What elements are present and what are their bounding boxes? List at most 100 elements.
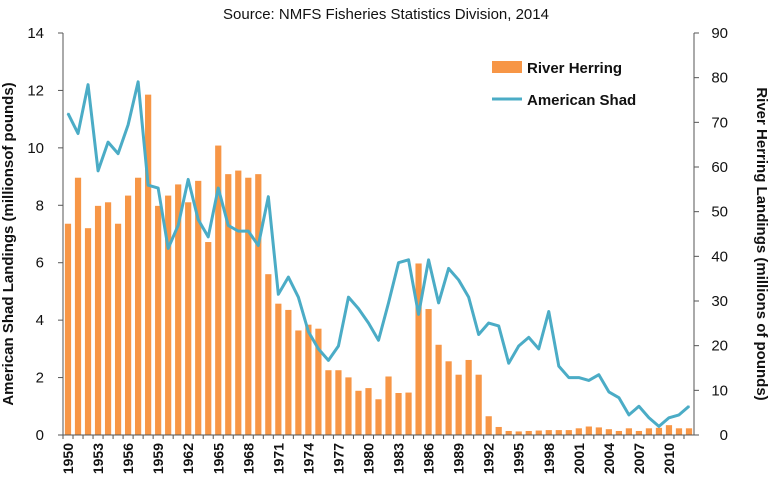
point-american-shad-2002	[588, 379, 590, 382]
point-american-shad-1978	[347, 296, 350, 298]
right-tick-label-50: 50	[711, 204, 728, 221]
legend-label-river-herring: River Herring	[527, 60, 622, 77]
american-shad-line-group	[66, 80, 690, 428]
bar-river-herring-1988	[445, 361, 452, 435]
bar-river-herring-2009	[655, 427, 663, 435]
legend-swatch-river-herring	[492, 61, 522, 73]
bar-river-herring-1955	[114, 223, 122, 435]
bar-river-herring-1970	[265, 274, 272, 435]
right-tick-label-0: 0	[720, 427, 728, 444]
bar-river-herring-1993	[495, 426, 502, 435]
bar-river-herring-1992	[485, 416, 492, 435]
bar-river-herring-1960	[165, 195, 172, 435]
bar-river-herring-1962	[185, 202, 192, 435]
point-american-shad-1972	[287, 276, 290, 278]
x-tick-label-1968: 1968	[240, 443, 256, 474]
bar-river-herring-1994	[505, 430, 512, 435]
right-axis-ticks: 0 10 20 30 40 50 60 70 80 90	[694, 25, 728, 444]
x-tick-label-2010: 2010	[661, 443, 677, 474]
bar-river-herring-1996	[525, 430, 532, 435]
point-american-shad-1977	[337, 345, 340, 347]
point-american-shad-1992	[487, 322, 490, 324]
point-american-shad-2007	[638, 405, 640, 408]
bar-river-herring-1965	[215, 145, 222, 435]
point-american-shad-1954	[107, 141, 109, 143]
point-american-shad-1951	[77, 132, 79, 135]
bar-river-herring-1984	[405, 392, 412, 435]
x-tick-label-2007: 2007	[631, 443, 647, 474]
x-tick-label-1998: 1998	[541, 443, 557, 474]
point-american-shad-1976	[327, 359, 330, 362]
point-american-shad-1986	[427, 259, 430, 261]
right-tick-label-80: 80	[711, 70, 728, 87]
bar-river-herring-1952	[84, 228, 92, 435]
bar-river-herring-1956	[125, 195, 132, 435]
point-american-shad-2010	[668, 416, 670, 419]
point-american-shad-1999	[557, 365, 560, 367]
left-tick-label-10: 10	[27, 140, 44, 157]
point-american-shad-2004	[608, 391, 610, 393]
x-axis-ticks: 1950 1953 1956 1959 1962 1965 1968 1971 1974 1977…	[60, 435, 685, 474]
right-tick-label-20: 20	[711, 338, 728, 355]
right-tick-label-60: 60	[711, 159, 728, 176]
bar-river-herring-1973	[295, 330, 302, 435]
point-american-shad-1965	[217, 187, 220, 189]
point-american-shad-2001	[578, 376, 580, 379]
x-tick-label-1956: 1956	[120, 443, 136, 474]
bar-river-herring-1972	[285, 309, 292, 435]
legend: River Herring American Shad	[492, 60, 636, 109]
river-herring-bars	[64, 94, 693, 435]
bar-river-herring-1982	[385, 376, 392, 435]
left-axis-label: American Shad Landings (millionsof pound…	[0, 82, 17, 405]
point-american-shad-1961	[177, 224, 179, 227]
point-american-shad-2012	[688, 405, 690, 408]
point-american-shad-1966	[227, 224, 230, 227]
bar-river-herring-1995	[515, 431, 522, 435]
bar-river-herring-1951	[74, 177, 82, 435]
point-american-shad-1982	[387, 302, 390, 304]
left-tick-label-14: 14	[27, 25, 44, 42]
point-american-shad-1975	[317, 348, 320, 350]
left-tick-label-2: 2	[36, 370, 44, 387]
point-american-shad-1963	[197, 218, 200, 221]
point-american-shad-1962	[187, 178, 189, 181]
right-tick-label-30: 30	[711, 293, 728, 310]
bar-river-herring-1978	[345, 377, 352, 435]
point-american-shad-2005	[618, 396, 620, 399]
point-american-shad-1981	[377, 339, 380, 342]
point-american-shad-1953	[97, 170, 99, 172]
point-american-shad-2000	[568, 376, 570, 379]
bar-river-herring-2011	[675, 428, 683, 435]
bar-river-herring-1987	[435, 344, 442, 435]
x-tick-label-1950: 1950	[60, 443, 76, 474]
left-tick-label-12: 12	[27, 82, 44, 99]
legend-label-american-shad: American Shad	[527, 92, 636, 109]
bar-river-herring-2000	[565, 430, 572, 435]
bar-river-herring-1958	[145, 94, 152, 435]
point-american-shad-1967	[237, 230, 240, 232]
bar-river-herring-1957	[135, 177, 142, 435]
point-american-shad-1987	[437, 302, 440, 304]
bar-river-herring-1989	[455, 374, 462, 435]
bar-river-herring-1980	[365, 388, 372, 435]
left-tick-label-4: 4	[36, 312, 44, 329]
bar-river-herring-2005	[615, 430, 622, 435]
x-tick-label-1980: 1980	[360, 443, 376, 474]
bar-river-herring-1974	[305, 324, 312, 435]
point-american-shad-1998	[547, 310, 550, 313]
point-american-shad-1980	[367, 322, 370, 324]
bar-river-herring-1981	[375, 399, 382, 435]
point-american-shad-1959	[157, 187, 159, 189]
bar-river-herring-1983	[395, 393, 402, 435]
bar-river-herring-2004	[605, 429, 612, 435]
point-american-shad-2009	[658, 425, 660, 428]
point-american-shad-1974	[307, 330, 310, 333]
point-american-shad-1955	[117, 152, 119, 155]
bar-river-herring-1999	[555, 430, 562, 435]
bar-river-herring-1950	[64, 223, 72, 435]
point-american-shad-1996	[527, 336, 530, 339]
x-tick-label-1962: 1962	[180, 443, 196, 474]
bar-river-herring-1977	[335, 370, 342, 435]
right-tick-label-70: 70	[711, 114, 728, 131]
